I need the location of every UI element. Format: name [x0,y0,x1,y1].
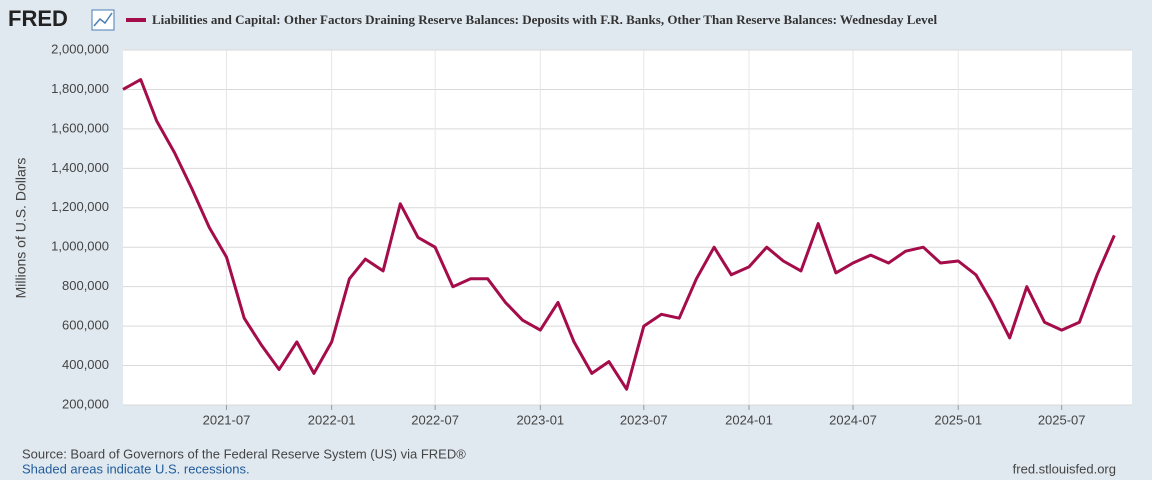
y-tick-label: 2,000,000 [51,41,109,56]
recession-note[interactable]: Shaded areas indicate U.S. recessions. [22,461,250,476]
site[interactable]: fred.stlouisfed.org [1013,461,1116,476]
chart-title: Liabilities and Capital: Other Factors D… [152,12,937,27]
source: Source: Board of Governors of the Federa… [22,446,466,461]
y-tick-label: 1,200,000 [51,199,109,214]
y-axis-label: Millions of U.S. Dollars [13,158,29,299]
logo: FRED [8,6,68,31]
x-tick-label: 2022-01 [308,412,356,427]
x-tick-label: 2025-01 [934,412,982,427]
y-tick-label: 600,000 [62,318,109,333]
logo-icon-line [93,12,113,27]
x-tick-label: 2024-07 [829,412,877,427]
y-tick-label: 1,000,000 [51,239,109,254]
x-tick-label: 2024-01 [725,412,773,427]
y-tick-label: 800,000 [62,278,109,293]
y-tick-label: 1,400,000 [51,160,109,175]
x-tick-label: 2022-07 [411,412,459,427]
y-tick-label: 1,800,000 [51,81,109,96]
x-tick-label: 2021-07 [203,412,251,427]
y-tick-label: 1,600,000 [51,120,109,135]
plot-area [123,50,1132,405]
series-line [122,78,1116,391]
x-tick-label: 2023-07 [620,412,668,427]
x-tick-label: 2023-01 [516,412,564,427]
y-tick-label: 400,000 [62,357,109,372]
x-tick-label: 2025-07 [1038,412,1086,427]
y-tick-label: 200,000 [62,396,109,411]
logo-icon [91,9,115,31]
